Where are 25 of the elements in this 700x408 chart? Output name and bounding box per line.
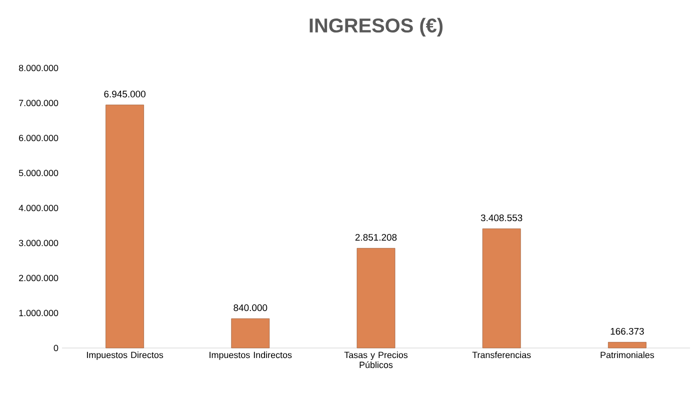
data-label: 2.851.208 (355, 234, 397, 241)
bar (608, 342, 646, 348)
data-label: 3.408.553 (480, 214, 522, 222)
data-label: 840.000 (234, 304, 268, 312)
x-tick-label: Patrimoniales (600, 352, 654, 358)
bar (482, 228, 521, 348)
data-label: 6.945.000 (104, 90, 146, 98)
x-tick-label: Tasas y Precios Públicos (344, 352, 408, 368)
y-tick-label: 8.000.000 (18, 64, 58, 72)
y-tick-label: 4.000.000 (18, 204, 58, 212)
bar (231, 318, 270, 348)
y-tick-label: 3.000.000 (18, 240, 58, 246)
data-label: 166.373 (610, 328, 644, 335)
y-tick-label: 6.000.000 (19, 134, 58, 142)
y-tick-label: 0 (54, 344, 58, 352)
x-tick-label: Impuestos Indirectos (210, 352, 292, 360)
y-tick-label: 7.000.000 (19, 100, 58, 106)
bar (106, 104, 144, 348)
y-tick-label: 5.000.000 (18, 170, 58, 176)
y-tick-label: 2.000.000 (19, 274, 58, 282)
x-tick-label: Impuestos Directos (87, 352, 164, 360)
chart-title: INGRESOS (€) (310, 18, 443, 37)
y-tick-label: 1.000.000 (19, 310, 58, 316)
bar (356, 248, 396, 348)
x-tick-label: Transferencias (472, 352, 531, 358)
